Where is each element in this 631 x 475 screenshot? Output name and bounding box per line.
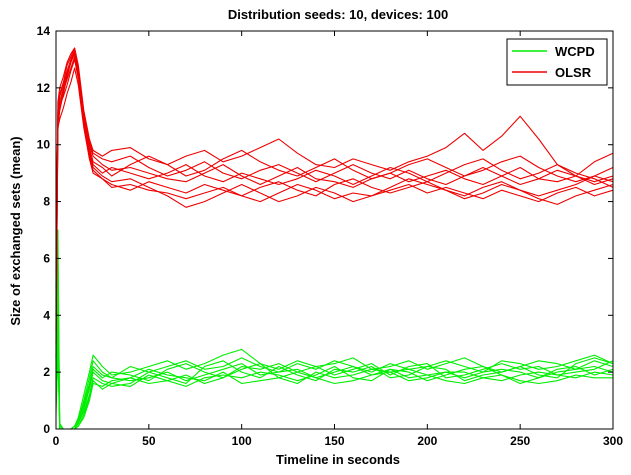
y-tick-label: 0 xyxy=(43,422,50,436)
series-line-wcpd-7 xyxy=(55,328,613,430)
y-tick-label: 14 xyxy=(37,24,51,38)
y-axis-label: Size of exchanged sets (mean) xyxy=(8,136,23,325)
y-tick-label: 12 xyxy=(37,81,51,95)
series-line-wcpd-8 xyxy=(55,272,614,430)
series-line-wcpd-5 xyxy=(55,357,614,430)
chart-title: Distribution seeds: 10, devices: 100 xyxy=(228,7,448,22)
x-axis-label: Timeline in seconds xyxy=(276,452,400,467)
series-layer xyxy=(55,47,614,430)
legend: WCPD OLSR xyxy=(506,38,608,86)
series-line-olsr-16 xyxy=(55,50,614,358)
series-line-wcpd-4 xyxy=(55,314,614,430)
x-tick-label: 50 xyxy=(142,434,156,448)
y-tick-label: 4 xyxy=(43,308,50,322)
x-tick-label: 150 xyxy=(324,434,344,448)
x-tick-label: 0 xyxy=(53,434,60,448)
y-tick-label: 8 xyxy=(43,195,50,209)
y-tick-label: 10 xyxy=(37,138,51,152)
x-tick-label: 100 xyxy=(232,434,252,448)
y-tick-label: 6 xyxy=(43,251,50,265)
x-tick-label: 300 xyxy=(603,434,623,448)
series-line-olsr-11 xyxy=(55,67,614,316)
legend-label-wcpd: WCPD xyxy=(555,44,595,59)
series-line-olsr-15 xyxy=(55,56,614,273)
x-tick-label: 200 xyxy=(417,434,437,448)
x-tick-label: 250 xyxy=(510,434,530,448)
legend-box xyxy=(506,38,608,86)
axes-layer: 0 50 100 150 200 250 300 0 2 4 6 8 10 12 14 xyxy=(37,24,624,448)
y-tick-label: 2 xyxy=(43,365,50,379)
legend-label-olsr: OLSR xyxy=(555,65,592,80)
